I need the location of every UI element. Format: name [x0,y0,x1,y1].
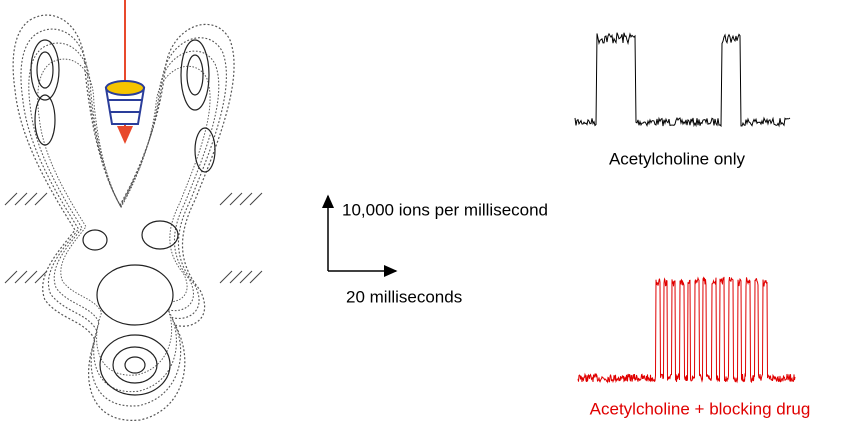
trace-label: Acetylcholine only [609,149,746,168]
trace-acetylcholine [574,32,791,128]
trace-label: Acetylcholine + blocking drug [590,399,811,418]
trace-blocking-drug [577,276,796,384]
scale-label: 10,000 ions per millisecond [342,200,548,219]
membrane-hatch [4,192,263,284]
channel-contour [12,14,235,421]
drug-icon [104,80,146,125]
scale-label: 20 milliseconds [346,287,462,306]
